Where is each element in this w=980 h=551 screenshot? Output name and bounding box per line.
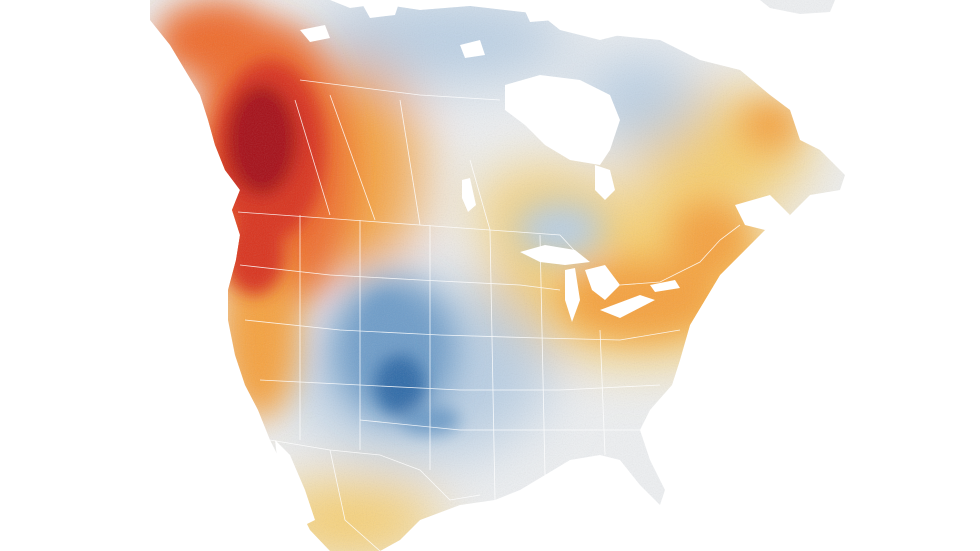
arctic-channel-2 (520, 0, 560, 22)
canada-province-border-2 (329, 94, 376, 221)
mexico-state-border (329, 449, 381, 551)
us-state-col-4 (489, 229, 496, 501)
james-bay (595, 165, 615, 200)
lake-winnipeg (462, 178, 476, 212)
us-canada-border (237, 211, 586, 263)
arctic-channel-1 (360, 0, 400, 18)
canada-province-border-1 (294, 99, 331, 216)
us-state-col-6 (599, 329, 606, 456)
great-bear-lake (300, 25, 330, 42)
lake-michigan (565, 268, 580, 322)
gulf-of-st-lawrence (735, 195, 790, 230)
us-state-row-3 (259, 379, 661, 391)
arctic-channel-3 (460, 40, 485, 58)
lake-superior (520, 245, 590, 265)
arctic-channel-4 (590, 5, 690, 40)
us-state-row-4 (359, 419, 640, 431)
canada-territory-border (299, 79, 501, 101)
political-borders (237, 79, 741, 551)
us-state-col-5 (539, 234, 546, 476)
hudson-bay (505, 75, 620, 165)
us-state-row-2 (244, 319, 681, 341)
us-canada-border-east (619, 224, 741, 286)
lake-erie (600, 295, 655, 318)
inland-water (275, 25, 790, 525)
canada-province-border-4 (469, 159, 491, 231)
lake-ontario (650, 280, 680, 292)
canada-province-border-3 (399, 99, 421, 226)
gulf-of-california (275, 440, 315, 525)
lake-huron (585, 265, 620, 300)
us-mexico-border (269, 439, 481, 501)
arctic-channels (360, 0, 690, 58)
